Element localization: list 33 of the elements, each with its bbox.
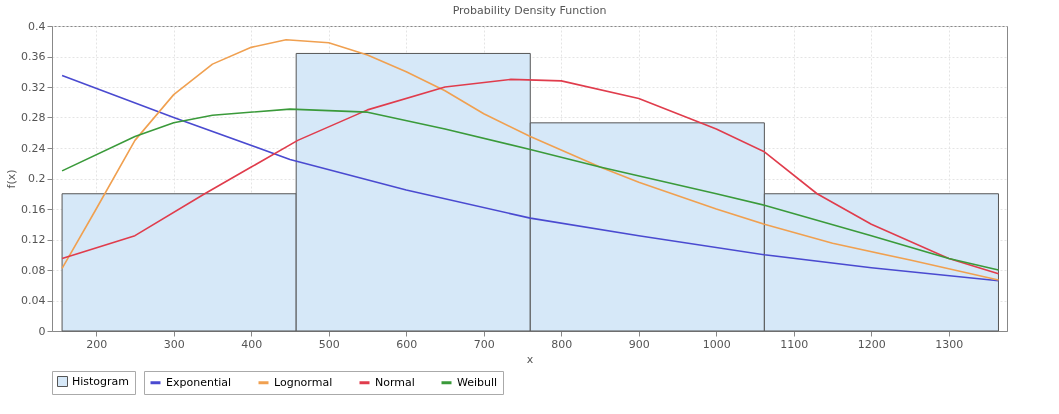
x-tick-label: 1300 xyxy=(935,337,964,351)
legend-label: Normal xyxy=(375,375,415,389)
y-tick-label: 0.16 xyxy=(21,202,46,216)
legend-label: Weibull xyxy=(457,375,498,389)
line-series xyxy=(61,108,1000,271)
y-tick-label: 0.24 xyxy=(21,141,46,155)
x-tick-label: 1200 xyxy=(857,337,886,351)
x-tick-label: 900 xyxy=(628,337,650,351)
y-tick-label: 0.04 xyxy=(21,294,46,307)
x-tick-label: 800 xyxy=(551,337,573,351)
y-tick-label: 0.2 xyxy=(28,172,46,185)
x-tick-label: 200 xyxy=(86,337,108,351)
x-tick-label: 1000 xyxy=(702,337,731,351)
y-tick-label: 0.4 xyxy=(28,19,46,33)
y-tick-label: 0.36 xyxy=(21,50,46,63)
x-axis-title: x xyxy=(526,352,534,366)
y-tick-label: 0.32 xyxy=(21,80,46,94)
legend-label: Lognormal xyxy=(274,375,333,389)
legend-label: Histogram xyxy=(72,374,130,388)
line-series xyxy=(61,38,1000,281)
x-tick-label: 400 xyxy=(241,337,263,351)
x-tick-label: 700 xyxy=(473,337,495,351)
x-tick-label: 500 xyxy=(318,337,340,351)
y-axis-title: f(x) xyxy=(5,169,19,189)
x-tick-label: 600 xyxy=(396,337,418,351)
y-tick-label: 0.08 xyxy=(21,263,46,277)
x-tick-label: 300 xyxy=(163,337,185,351)
y-tick-label: 0 xyxy=(38,324,46,338)
x-tick-label: 1100 xyxy=(780,337,809,351)
chart-title: Probability Density Function xyxy=(452,4,607,17)
legend-label: Exponential xyxy=(166,375,232,389)
y-tick-label: 0.28 xyxy=(21,111,46,124)
y-tick-label: 0.12 xyxy=(21,233,46,246)
